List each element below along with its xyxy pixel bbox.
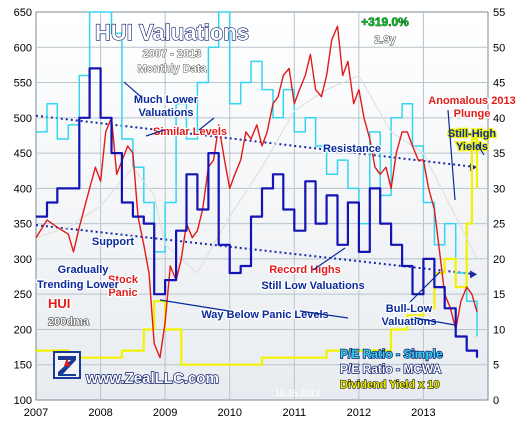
left-tick-label: 200 bbox=[14, 324, 32, 336]
x-tick-label: 2009 bbox=[153, 407, 177, 419]
trendline-support bbox=[35, 224, 478, 276]
right-tick-label: 35 bbox=[493, 148, 505, 160]
annotation-below-panic: Way Below Panic Levels bbox=[201, 309, 328, 321]
legend-pe-simple: P/E Ratio - Simple bbox=[340, 347, 443, 361]
annotation-much-lower: Much Lower bbox=[134, 94, 199, 106]
chart-title: HUI Valuations bbox=[95, 20, 249, 45]
right-tick-label: 20 bbox=[493, 254, 505, 266]
left-tick-label: 650 bbox=[14, 7, 32, 19]
series-line-dividend-yield-x-10 bbox=[36, 137, 479, 366]
annotation-similar: Similar Levels bbox=[153, 126, 227, 138]
right-tick-label: 50 bbox=[493, 42, 505, 54]
annotation-arrow bbox=[159, 299, 230, 312]
left-tick-label: 500 bbox=[14, 113, 32, 125]
gain-period: 2.9y bbox=[374, 34, 396, 46]
gain-label: +319.0% bbox=[361, 15, 409, 29]
x-tick-label: 2010 bbox=[217, 407, 241, 419]
annotation-resistance: Resistance bbox=[323, 143, 381, 155]
left-tick-label: 600 bbox=[14, 42, 32, 54]
left-tick-label: 350 bbox=[14, 219, 32, 231]
annotation-arrow bbox=[447, 109, 456, 201]
right-tick-label: 15 bbox=[493, 289, 505, 301]
right-tick-label: 10 bbox=[493, 324, 505, 336]
x-tick-label: 2008 bbox=[88, 407, 112, 419]
annotation-arrow bbox=[312, 247, 346, 271]
annotation-arrow bbox=[198, 117, 215, 131]
x-tick-label: 2012 bbox=[347, 407, 371, 419]
legend-dividend-yield: Dividend Yield x 10 bbox=[340, 379, 440, 391]
annotation-still-high: Yields bbox=[456, 141, 488, 153]
left-tick-label: 450 bbox=[14, 148, 32, 160]
x-tick-label: 2007 bbox=[24, 407, 48, 419]
series-line-200dma bbox=[35, 74, 478, 274]
left-tick-label: 300 bbox=[14, 254, 32, 266]
left-tick-label: 100 bbox=[14, 395, 32, 407]
left-tick-label: 150 bbox=[14, 360, 32, 372]
right-tick-label: 45 bbox=[493, 78, 505, 90]
annotation-stock-panic: Panic bbox=[108, 287, 137, 299]
annotation-anomalous: Anomalous 2013 bbox=[428, 95, 515, 107]
chart-subtitle-years: 2007 - 2013 bbox=[143, 48, 202, 60]
legend-hui: HUI bbox=[48, 296, 70, 311]
right-tick-label: 30 bbox=[493, 183, 505, 195]
annotation-bull-low: Bull-Low bbox=[386, 303, 433, 315]
annotation-arrow bbox=[409, 271, 441, 303]
series-lines bbox=[35, 11, 479, 366]
right-tick-label: 0 bbox=[493, 395, 499, 407]
annotation-stock-panic: Stock bbox=[108, 274, 139, 286]
annotation-gradually: Trending Lower bbox=[37, 279, 120, 291]
left-tick-label: 250 bbox=[14, 289, 32, 301]
annotation-arrow bbox=[414, 317, 456, 326]
annotation-still-high: Still-High bbox=[448, 128, 497, 140]
series-line-hui bbox=[35, 25, 478, 359]
right-tick-label: 40 bbox=[493, 113, 505, 125]
annotation-bull-low: Valuations bbox=[381, 316, 436, 328]
watermark-url: www.ZealLLC.com bbox=[85, 370, 219, 387]
annotation-record-highs: Record Highs bbox=[269, 264, 341, 276]
left-tick-label: 400 bbox=[14, 183, 32, 195]
x-tick-label: 2013 bbox=[411, 407, 435, 419]
annotation-gradually: Gradually bbox=[58, 264, 110, 276]
trendline-resistance bbox=[35, 114, 478, 169]
annotation-arrow bbox=[145, 129, 165, 137]
annotation-arrow bbox=[123, 81, 141, 97]
date-stamp: 10.16.2013 bbox=[275, 388, 320, 398]
annotation-arrow bbox=[477, 144, 485, 156]
annotation-arrow bbox=[299, 310, 349, 319]
axis-labels: 100 150 200 250 300 350 400 450 500 550 600 650 0 5 10… bbox=[14, 7, 506, 419]
annotation-still-low: Still Low Valuations bbox=[261, 280, 364, 292]
x-tick-label: 2011 bbox=[282, 407, 306, 419]
text-overlays: HUI Valuations 2007 - 2013 Monthly Data … bbox=[36, 15, 517, 398]
right-tick-label: 5 bbox=[493, 360, 499, 372]
right-tick-label: 55 bbox=[493, 7, 505, 19]
right-tick-label: 25 bbox=[493, 219, 505, 231]
annotation-much-lower: Valuations bbox=[138, 107, 193, 119]
trendline-arrow bbox=[470, 270, 478, 279]
legend-pe-mcwa: P/E Ratio - MCWA bbox=[340, 362, 442, 376]
series-line-p-e-ratio-mcwa bbox=[36, 67, 479, 358]
left-tick-label: 550 bbox=[14, 78, 32, 90]
annotation-support: Support bbox=[92, 236, 134, 248]
zeal-logo bbox=[53, 351, 81, 379]
chart-subtitle-note: Monthly Data bbox=[137, 63, 207, 75]
legend-200dma: 200dma bbox=[48, 316, 90, 328]
annotation-anomalous: Plunge bbox=[454, 108, 491, 120]
series-line-p-e-ratio-simple bbox=[36, 11, 478, 337]
